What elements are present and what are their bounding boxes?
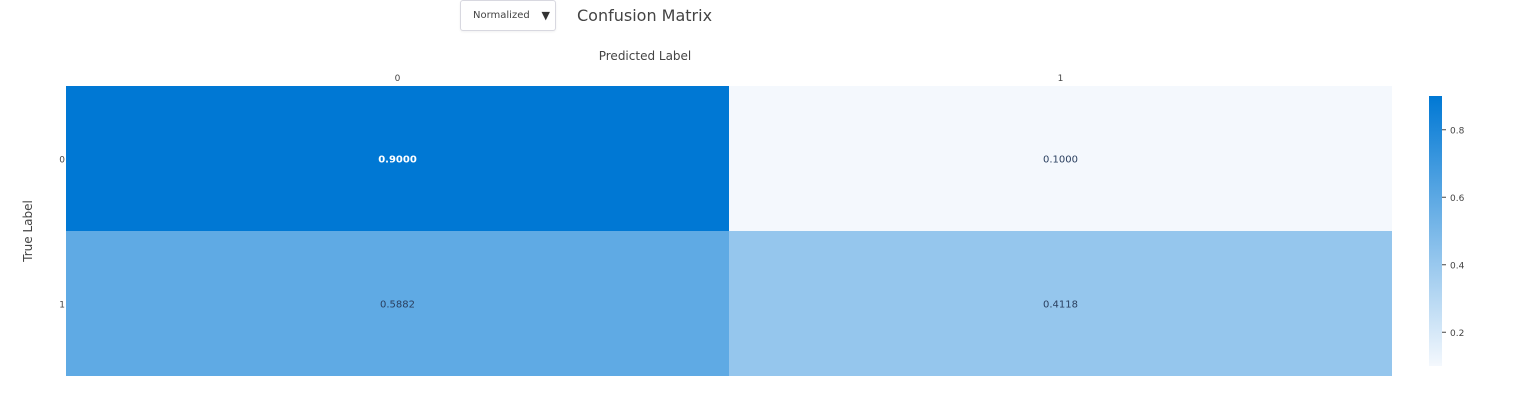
cell-label-0-0: 0.9000	[378, 155, 417, 166]
heatmap-plot-area: 0.9000 0.1000 0.5882 0.4118 0 1 0 1 Predicted La…	[21, 49, 1392, 376]
cell-label-1-1: 0.4118	[1043, 300, 1078, 311]
x-tick-label-0: 0	[395, 74, 401, 84]
caret-down-icon: ▼	[541, 9, 550, 22]
y-tick-label-1: 1	[59, 301, 65, 311]
colorbar-gradient	[1429, 96, 1442, 366]
chart-title: Confusion Matrix	[577, 6, 713, 25]
cell-label-0-1: 0.1000	[1043, 155, 1078, 166]
heatmap-cell-1-0	[66, 231, 729, 376]
colorbar-tick-label-3: 0.8	[1450, 126, 1465, 136]
normalize-select[interactable]: Normalized ▼	[460, 0, 556, 31]
colorbar-tick-label-0: 0.2	[1450, 329, 1464, 339]
normalize-select-value: Normalized	[473, 10, 530, 21]
x-tick-label-1: 1	[1058, 74, 1064, 84]
heatmap-cell-0-1	[729, 86, 1392, 231]
colorbar-tick-label-2: 0.6	[1450, 194, 1465, 204]
heatmap-cell-1-1	[729, 231, 1392, 376]
colorbar-tick-label-1: 0.4	[1450, 261, 1465, 271]
x-axis-title: Predicted Label	[599, 49, 692, 63]
heatmap-cell-0-0	[66, 86, 729, 231]
cell-label-1-0: 0.5882	[380, 300, 415, 311]
colorbar: 0.2 0.4 0.6 0.8	[1429, 96, 1465, 366]
y-tick-label-0: 0	[59, 156, 65, 166]
y-axis-title: True Label	[21, 200, 35, 263]
